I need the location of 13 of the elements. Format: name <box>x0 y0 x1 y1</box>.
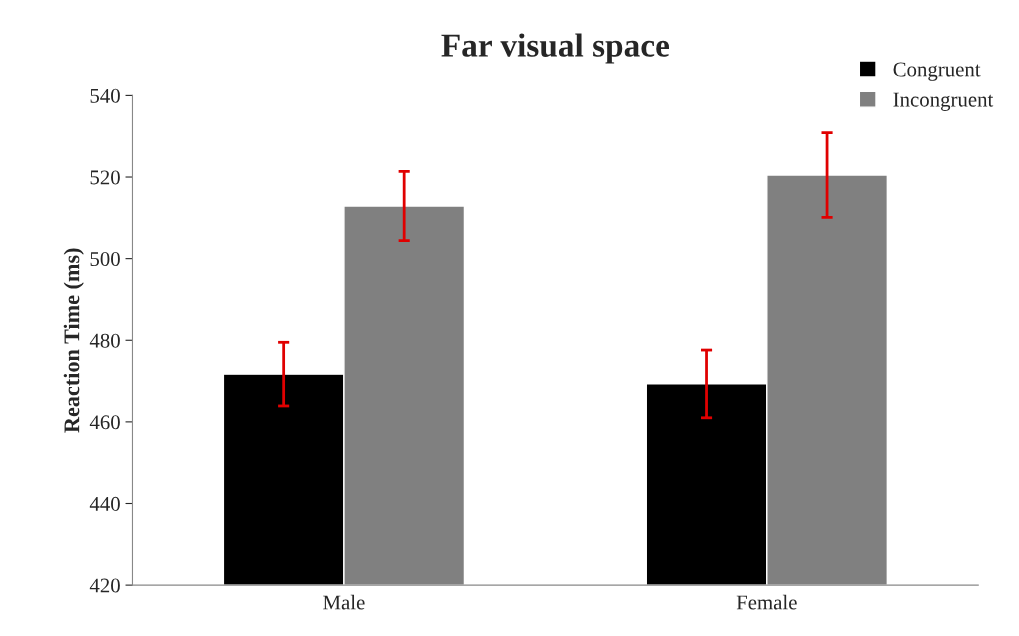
y-axis-title: Reaction Time (ms) <box>63 248 84 433</box>
y-tick-label: 420 <box>89 578 120 593</box>
y-tick-label: 500 <box>90 252 120 267</box>
y-tick-label: 480 <box>89 333 120 348</box>
x-tick-label: Male <box>323 594 365 610</box>
legend-label: Congruent <box>893 62 981 81</box>
legend-label: Incongruent <box>893 92 994 111</box>
chart-title: Far visual space <box>441 33 670 64</box>
x-tick-label: Female <box>736 594 797 610</box>
y-tick-label: 520 <box>90 170 120 185</box>
y-tick-label: 460 <box>89 415 120 430</box>
y-tick-label: 440 <box>89 496 120 511</box>
y-tick-label: 540 <box>90 88 120 103</box>
